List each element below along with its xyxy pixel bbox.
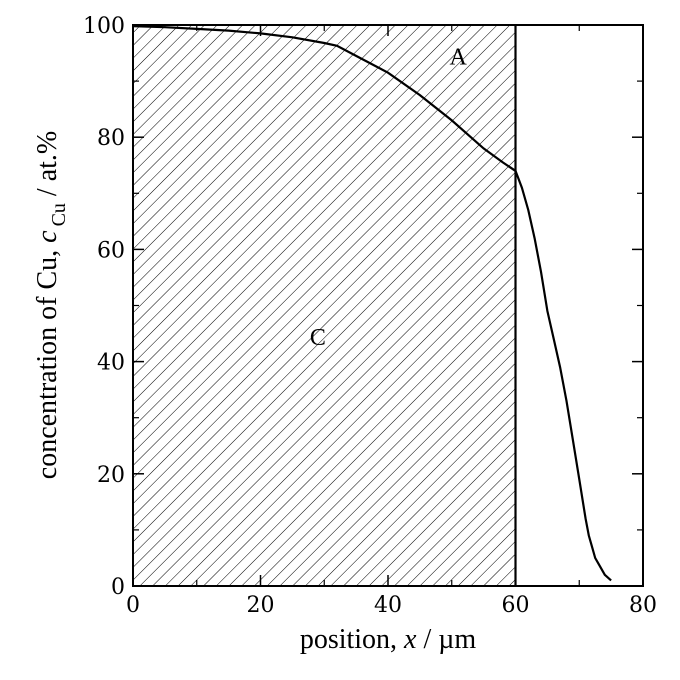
annotations: AC — [310, 44, 468, 351]
annotation-a: A — [449, 44, 467, 70]
x-tick-label: 20 — [247, 593, 275, 618]
series-line — [132, 25, 612, 582]
x-axis-label: position, x / µm — [300, 624, 477, 655]
annotation-c: C — [310, 325, 326, 351]
y-tick-label: 40 — [97, 351, 125, 376]
x-tick-label: 80 — [629, 593, 657, 618]
x-tick-label: 40 — [374, 593, 402, 618]
x-tick-label: 60 — [502, 593, 530, 618]
y-tick-label: 60 — [97, 238, 125, 263]
x-tick-label: 0 — [126, 593, 140, 618]
plot-frame — [132, 24, 644, 587]
y-tick-label: 100 — [83, 14, 125, 39]
y-tick-label: 80 — [97, 126, 125, 151]
y-tick-label: 0 — [111, 575, 125, 600]
tick-labels: 0 20 40 60 80 0 20 40 60 80 100 — [83, 14, 657, 618]
y-axis-label: concentration of Cu, cCu / at.% — [32, 131, 70, 479]
hatched-region — [133, 25, 516, 586]
y-tick-label: 20 — [97, 463, 125, 488]
